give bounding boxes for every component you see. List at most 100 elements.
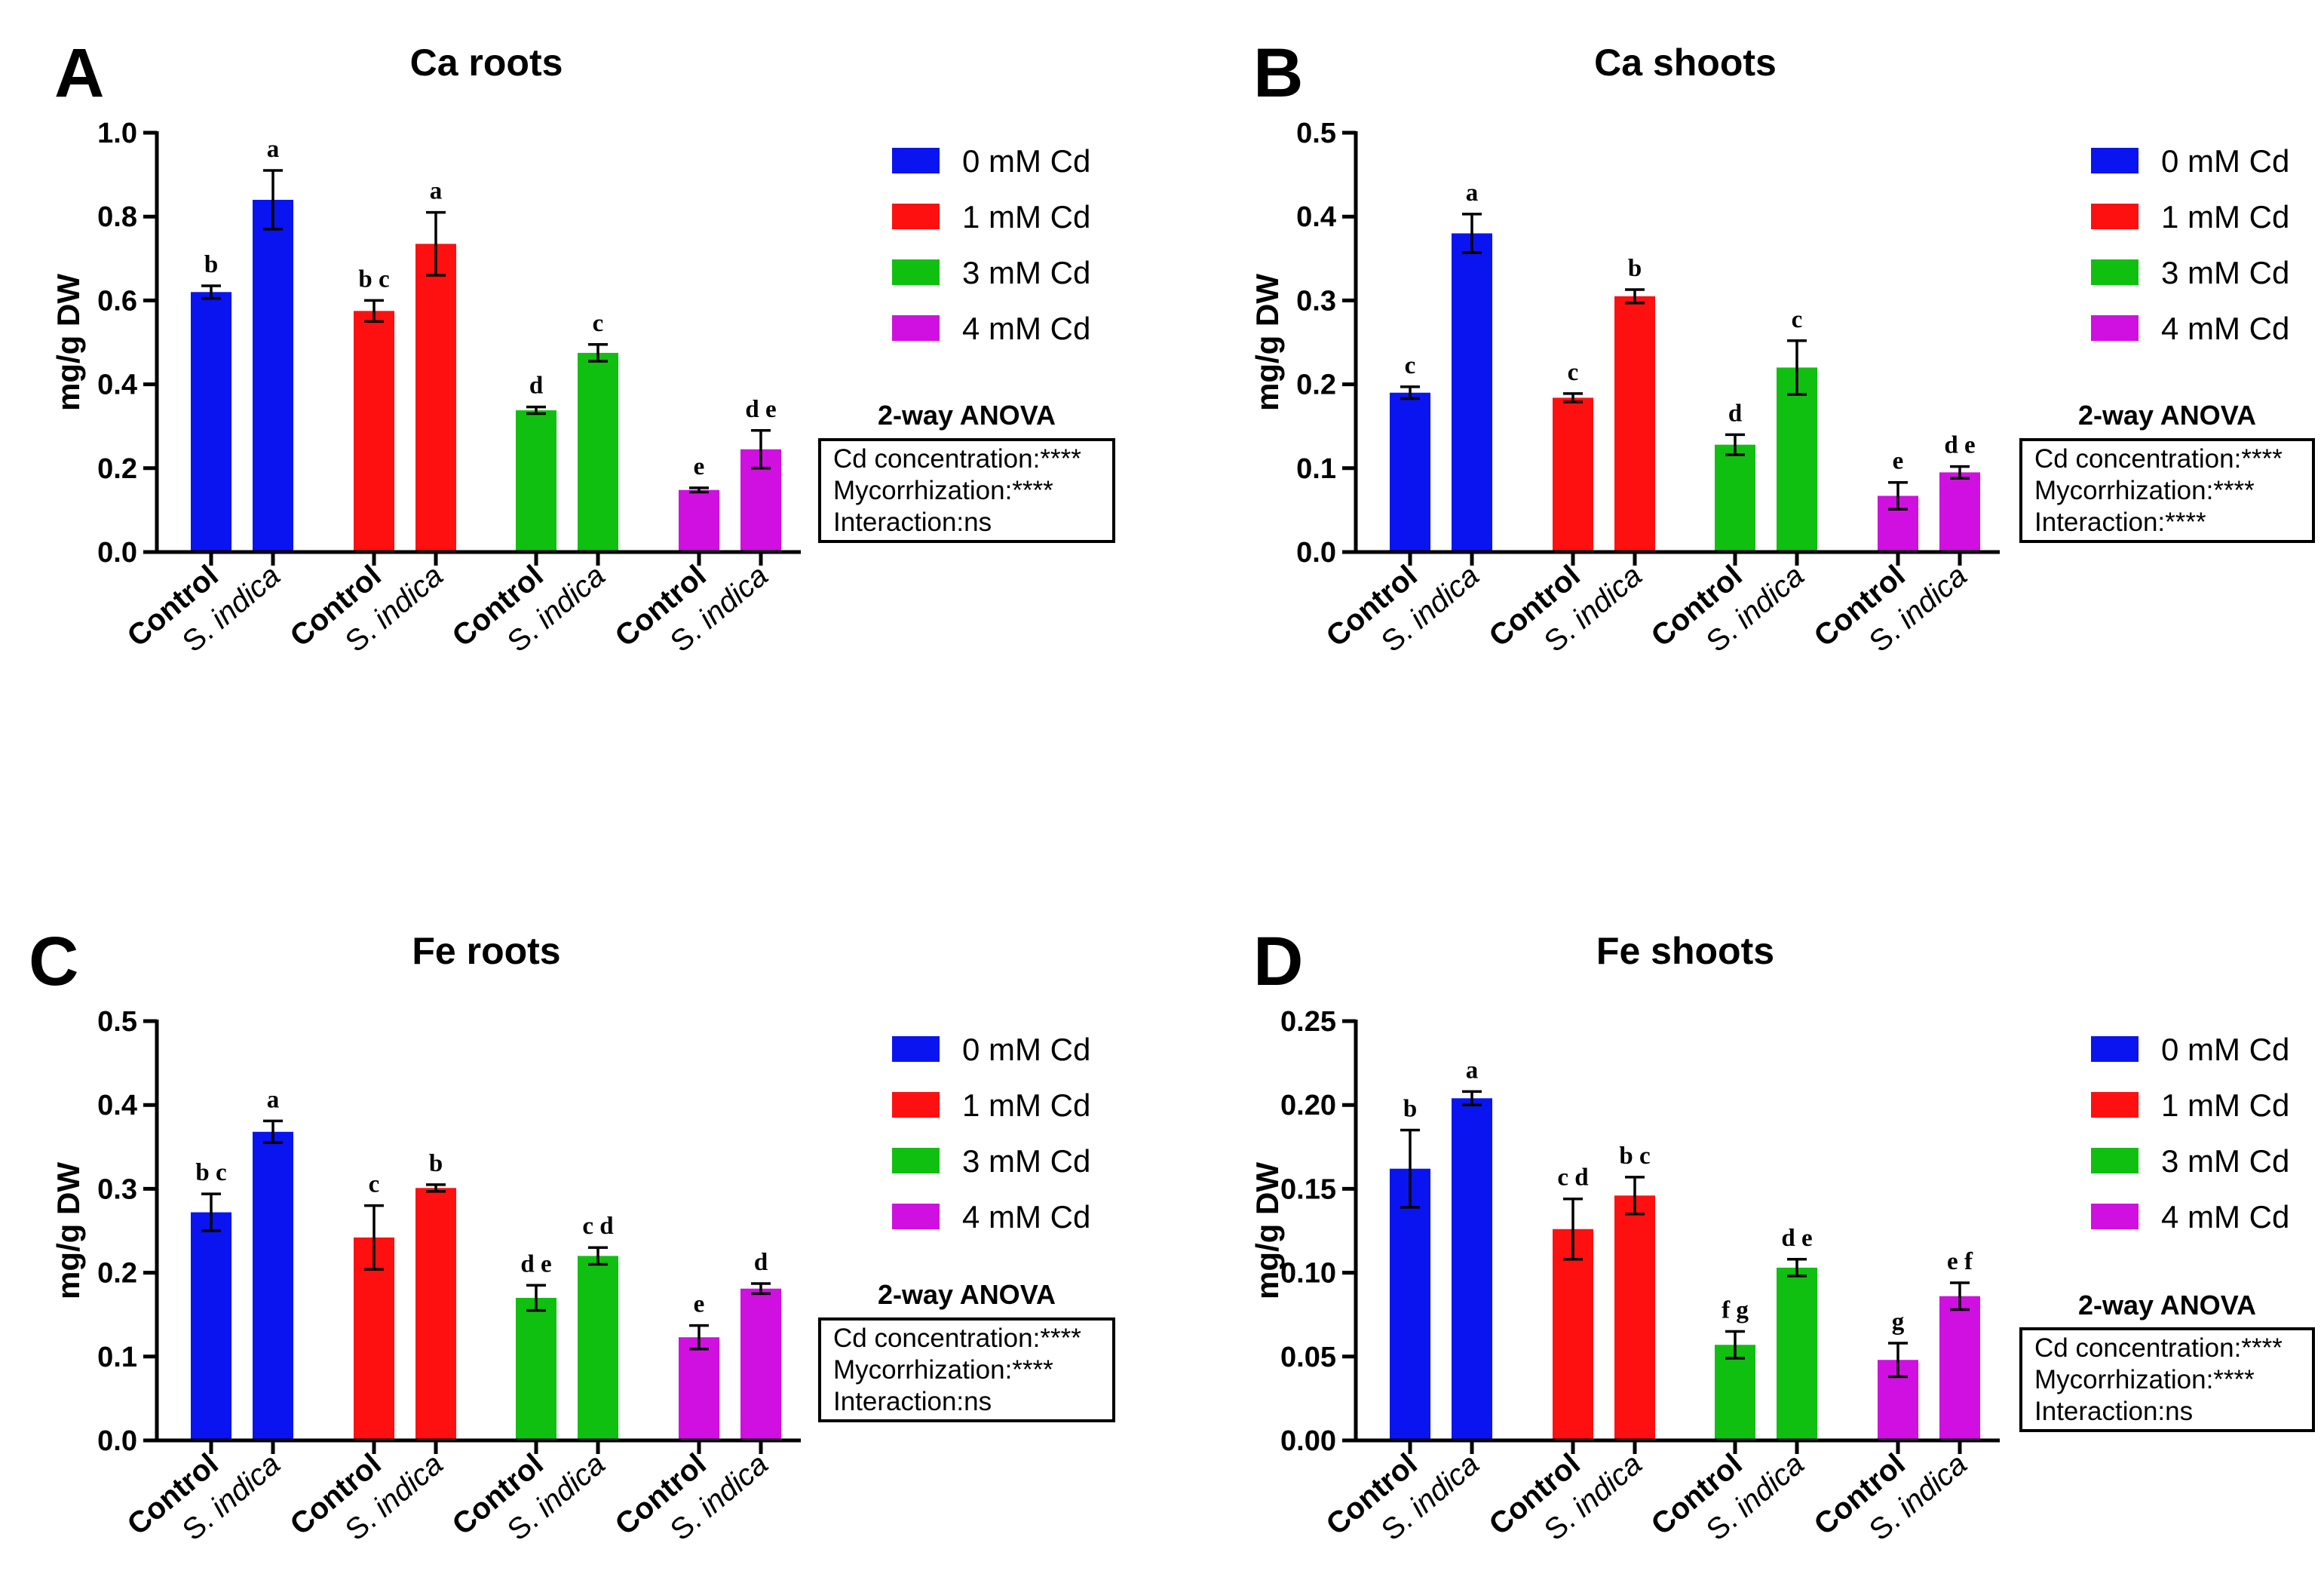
x-label-s-indica-species: indica (1891, 559, 1973, 635)
significance-letter: e (694, 453, 705, 480)
chart-panel-d: D Fe shoots mg/g DW 0.00 0.05 0.10 0.15 0.20 0.2… (1249, 923, 2315, 1548)
significance-letter: a (267, 136, 280, 163)
significance-letter: c (369, 1171, 380, 1198)
significance-letter: c (1405, 352, 1416, 379)
legend-swatch (2091, 315, 2139, 341)
y-tick-label: 0.3 (97, 1173, 137, 1205)
legend-swatch (2091, 204, 2139, 229)
anova-line: Interaction:ns (833, 1387, 992, 1416)
y-axis-label: mg/g DW (1249, 1162, 1285, 1299)
x-label-s-indica-species: indica (692, 1447, 774, 1523)
y-axis-label: mg/g DW (51, 274, 86, 411)
y-tick-label: 1.0 (97, 118, 137, 149)
significance-letter: e f (1947, 1248, 1973, 1275)
y-tick-label: 0.6 (97, 285, 137, 317)
y-tick-label: 0.15 (1280, 1173, 1336, 1205)
x-label-s-indica-species: indica (529, 1447, 611, 1523)
significance-letter: d (529, 373, 543, 400)
legend-swatch (2091, 148, 2139, 173)
y-tick-label: 0.4 (97, 370, 137, 401)
legend-label: 3 mM Cd (2161, 1143, 2289, 1179)
significance-letter: b (1628, 255, 1642, 282)
anova-line: Interaction:ns (2034, 1397, 2193, 1426)
anova-line: Cd concentration:**** (2034, 1333, 2283, 1363)
x-label-s-indica-species: indica (1728, 559, 1810, 635)
bar-4-mm-cd-control (679, 1337, 719, 1440)
bar-1-mm-cd-control (354, 311, 394, 552)
legend-label: 3 mM Cd (962, 1143, 1090, 1179)
y-tick-label: 0.2 (97, 1258, 137, 1290)
y-tick-label: 0.10 (1280, 1258, 1336, 1290)
significance-letter: e (694, 1291, 705, 1318)
significance-letter: e (1893, 448, 1904, 475)
significance-letter: d e (520, 1250, 551, 1278)
bar-1-mm-cd-control (1553, 1229, 1593, 1440)
significance-letter: a (1466, 179, 1479, 207)
y-tick-label: 0.1 (1296, 453, 1336, 485)
significance-letter: b (429, 1150, 443, 1177)
panel-letter: D (1253, 923, 1303, 1000)
y-tick-label: 0.2 (97, 453, 137, 485)
legend-label: 1 mM Cd (2161, 199, 2289, 235)
legend-swatch (2091, 1148, 2139, 1173)
anova-box (818, 1317, 1115, 1422)
y-tick-label: 0.20 (1280, 1090, 1336, 1121)
significance-letter: f g (1722, 1296, 1749, 1324)
anova-line: Interaction:**** (2034, 508, 2206, 537)
bar-3-mm-cd-s-indica (578, 352, 618, 552)
y-tick-label: 0.0 (97, 1425, 137, 1457)
legend-swatch (892, 148, 940, 173)
legend-label: 4 mM Cd (2161, 311, 2289, 346)
panel-title: Fe shoots (1596, 930, 1774, 972)
y-tick-label: 0.05 (1280, 1342, 1336, 1373)
bar-0-mm-cd-control (1390, 1168, 1430, 1440)
x-label-s-indica-species: indica (1566, 1447, 1648, 1523)
x-label-s-indica-species: indica (1403, 559, 1485, 635)
bar-3-mm-cd-s-indica (1777, 1267, 1817, 1440)
bar-3-mm-cd-s-indica (578, 1256, 618, 1440)
bar-1-mm-cd-s-indica (1614, 296, 1655, 552)
significance-letter: d (1728, 400, 1742, 427)
y-tick-label: 0.4 (97, 1090, 137, 1121)
bar-0-mm-cd-s-indica (253, 199, 293, 552)
y-tick-label: 0.0 (1296, 537, 1336, 569)
anova-line: Mycorrhization:**** (2034, 476, 2255, 505)
y-tick-label: 0.0 (97, 537, 137, 569)
bar-1-mm-cd-s-indica (1614, 1195, 1655, 1440)
legend-label: 1 mM Cd (962, 199, 1090, 235)
anova-box (2019, 438, 2315, 543)
anova-line: Mycorrhization:**** (833, 476, 1053, 505)
legend-swatch (892, 1092, 940, 1118)
legend-label: 4 mM Cd (2161, 1199, 2289, 1235)
x-label-s-indica-species: indica (1728, 1447, 1810, 1523)
bar-4-mm-cd-s-indica (740, 1288, 781, 1440)
bar-3-mm-cd-control (1715, 1345, 1755, 1440)
anova-line: Cd concentration:**** (2034, 444, 2283, 474)
panel-letter: C (29, 923, 78, 1000)
bar-0-mm-cd-control (191, 292, 231, 552)
legend-label: 0 mM Cd (962, 1032, 1090, 1067)
x-label-s-indica-species: indica (1891, 1447, 1973, 1523)
y-tick-label: 0.1 (97, 1342, 137, 1373)
legend-swatch (892, 259, 940, 285)
significance-letter: c (593, 310, 604, 337)
bar-3-mm-cd-control (1715, 444, 1755, 552)
bar-1-mm-cd-control (354, 1237, 394, 1440)
anova-line: Cd concentration:**** (833, 1324, 1081, 1353)
legend-swatch (2091, 259, 2139, 285)
anova-title: 2-way ANOVA (878, 400, 1056, 431)
x-label-s-indica-species: indica (1566, 559, 1648, 635)
panel-title: Fe roots (412, 930, 560, 972)
anova-title: 2-way ANOVA (2078, 1290, 2256, 1321)
panel-title: Ca shoots (1594, 41, 1777, 84)
panel-letter: B (1253, 35, 1303, 112)
anova-title: 2-way ANOVA (878, 1279, 1056, 1310)
legend-label: 1 mM Cd (2161, 1087, 2289, 1123)
legend-label: 3 mM Cd (2161, 255, 2289, 290)
significance-letter: b c (1619, 1143, 1650, 1170)
bar-0-mm-cd-s-indica (1452, 1098, 1492, 1440)
legend-label: 3 mM Cd (962, 255, 1090, 290)
